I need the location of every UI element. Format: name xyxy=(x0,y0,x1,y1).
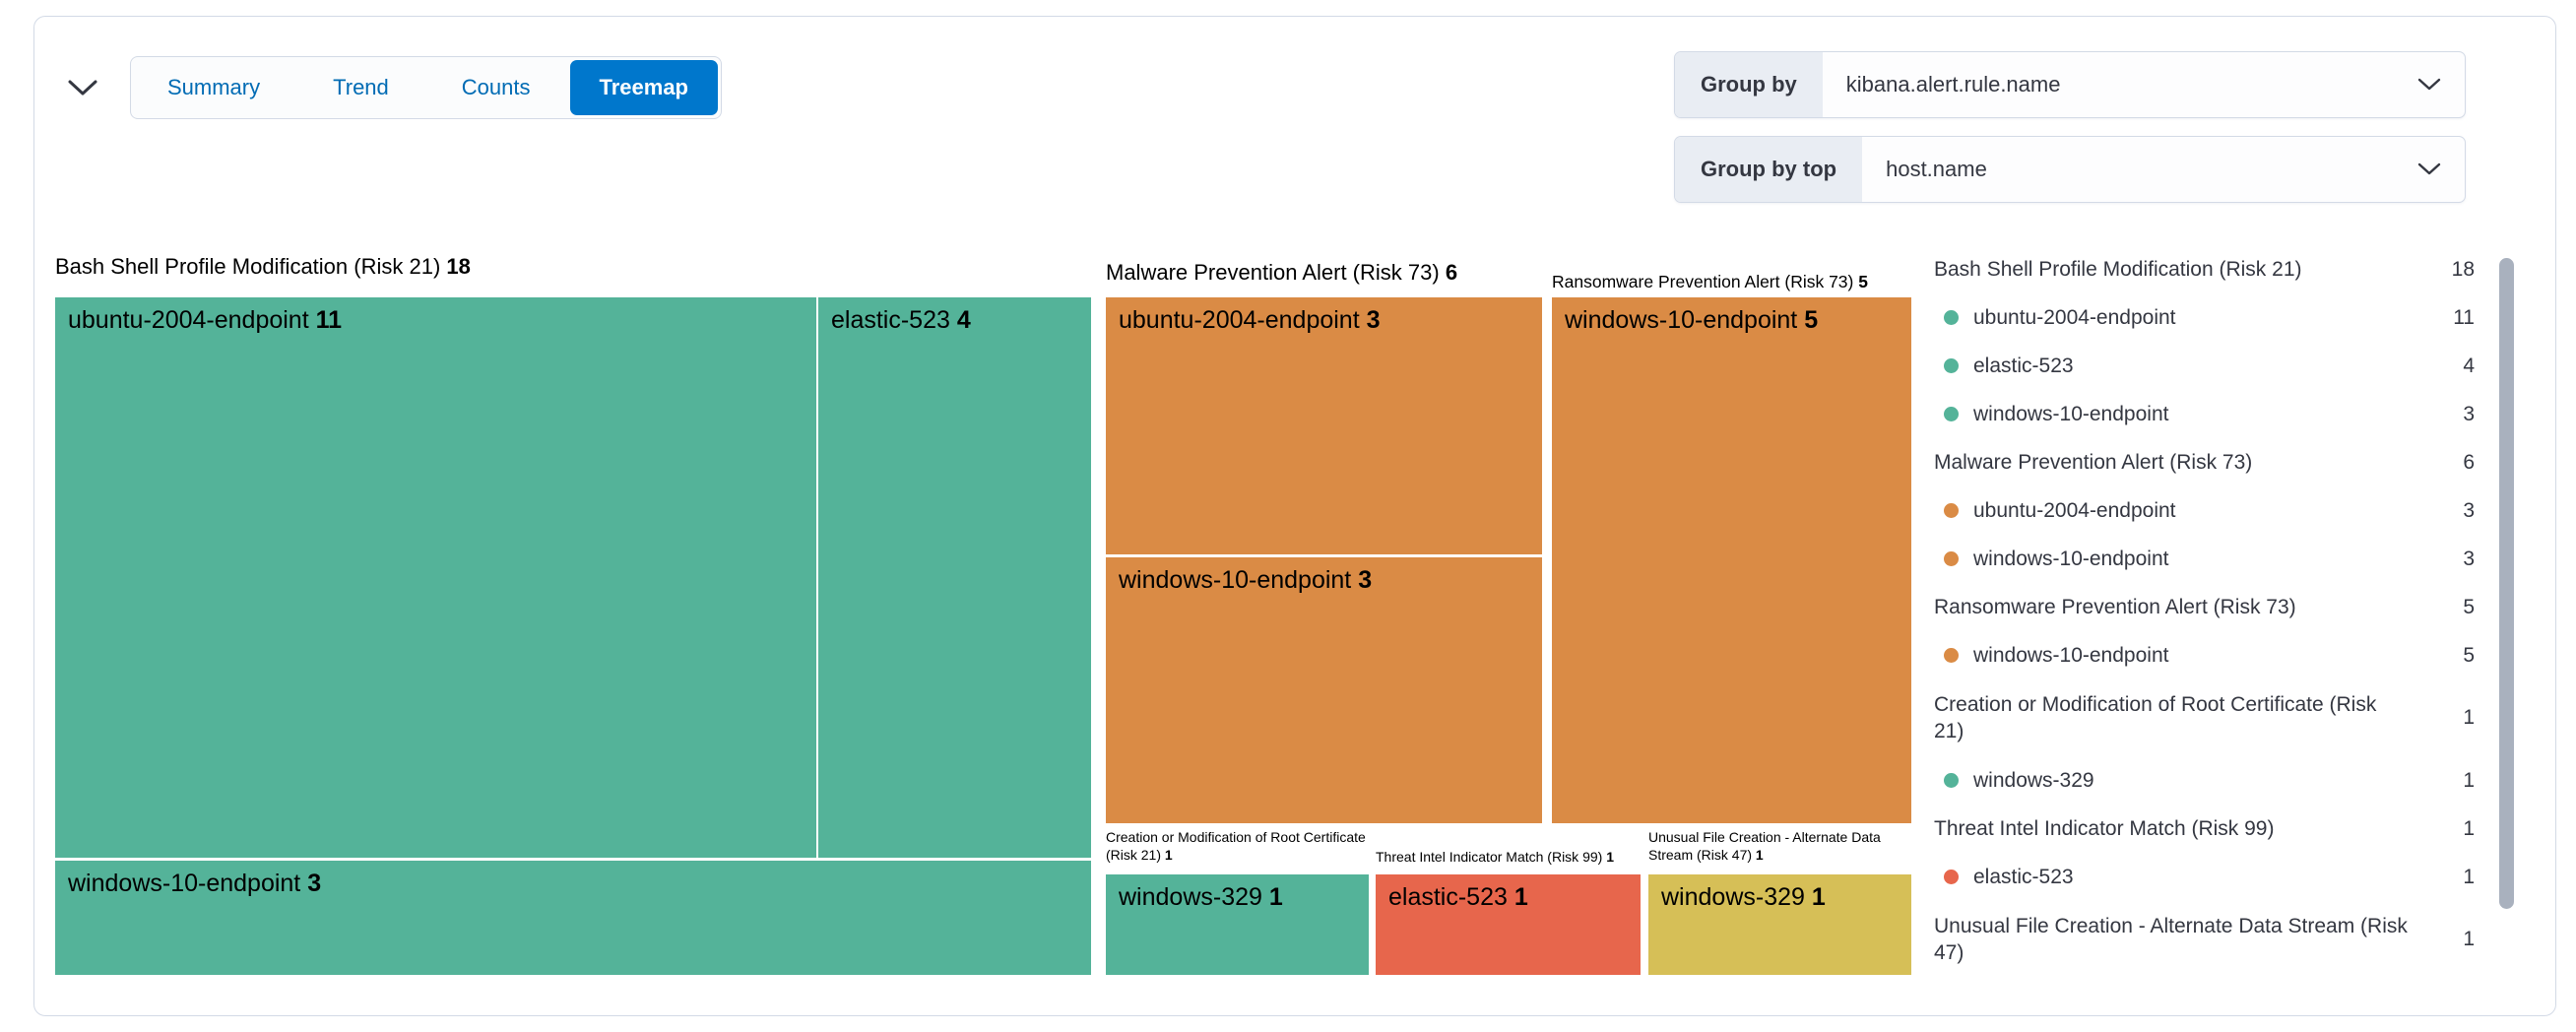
legend-dot-icon xyxy=(1944,407,1959,421)
legend-scrollbar-thumb[interactable] xyxy=(2499,258,2514,909)
collapse-panel-button[interactable] xyxy=(61,71,104,104)
legend-dot-icon xyxy=(1944,551,1959,566)
treemap-cell[interactable]: elastic-523 1 xyxy=(1376,874,1641,975)
legend-item[interactable]: windows-329 1 xyxy=(1934,756,2475,805)
legend-dot-icon xyxy=(1944,648,1959,663)
tab-treemap[interactable]: Treemap xyxy=(569,60,718,115)
group-by-label: Group by xyxy=(1675,52,1823,117)
treemap-cell[interactable]: windows-329 1 xyxy=(1648,874,1911,975)
legend-dot-icon xyxy=(1944,773,1959,788)
treemap-group-header: Unusual File Creation - Alternate Data S… xyxy=(1648,829,1881,863)
legend-group-item[interactable]: Unusual File Creation - Alternate Data S… xyxy=(1934,915,2475,964)
treemap-cell[interactable]: ubuntu-2004-endpoint 11 xyxy=(55,297,816,858)
legend-item[interactable]: windows-10-endpoint 3 xyxy=(1934,390,2475,438)
treemap-legend: Bash Shell Profile Modification (Risk 21… xyxy=(1934,245,2475,978)
treemap-cell[interactable]: windows-329 1 xyxy=(1106,874,1369,975)
view-selector-button-group: Summary Trend Counts Treemap xyxy=(130,56,722,119)
legend-group-item[interactable]: Bash Shell Profile Modification (Risk 21… xyxy=(1934,257,2475,282)
legend-item[interactable]: windows-10-endpoint 5 xyxy=(1934,631,2475,679)
treemap-cell[interactable]: windows-10-endpoint 3 xyxy=(1106,557,1542,823)
chevron-down-icon xyxy=(2417,52,2465,117)
tab-trend[interactable]: Trend xyxy=(333,75,389,99)
legend-item[interactable]: ubuntu-2004-endpoint 3 xyxy=(1934,486,2475,535)
treemap-cell[interactable]: ubuntu-2004-endpoint 3 xyxy=(1106,297,1542,554)
treemap-group-header: Threat Intel Indicator Match (Risk 99) 1 xyxy=(1376,849,1614,865)
legend-group-item[interactable]: Threat Intel Indicator Match (Risk 99) 1 xyxy=(1934,816,2475,841)
group-by-top-label: Group by top xyxy=(1675,137,1863,202)
group-by-top-value: host.name xyxy=(1886,157,1987,181)
legend-item[interactable]: ubuntu-2004-endpoint 11 xyxy=(1934,293,2475,342)
legend-dot-icon xyxy=(1944,870,1959,884)
treemap-group-header: Bash Shell Profile Modification (Risk 21… xyxy=(55,254,471,279)
legend-dot-icon xyxy=(1944,358,1959,373)
tab-summary[interactable]: Summary xyxy=(167,75,261,99)
tab-counts[interactable]: Counts xyxy=(461,75,531,99)
chevron-down-icon xyxy=(67,78,98,97)
group-by-select[interactable]: Group by kibana.alert.rule.name xyxy=(1674,51,2466,118)
legend-group-item[interactable]: Malware Prevention Alert (Risk 73) 6 xyxy=(1934,450,2475,475)
legend-item[interactable]: elastic-523 1 xyxy=(1934,853,2475,901)
legend-dot-icon xyxy=(1944,310,1959,325)
legend-item[interactable]: windows-10-endpoint 3 xyxy=(1934,535,2475,583)
chevron-down-icon xyxy=(2417,137,2465,202)
legend-item[interactable]: elastic-523 4 xyxy=(1934,342,2475,390)
treemap-group-header: Creation or Modification of Root Certifi… xyxy=(1106,829,1366,863)
legend-dot-icon xyxy=(1944,503,1959,518)
treemap-cell[interactable]: elastic-523 4 xyxy=(818,297,1091,858)
treemap-group-header: Malware Prevention Alert (Risk 73) 6 xyxy=(1106,260,1458,285)
treemap-cell[interactable]: windows-10-endpoint 5 xyxy=(1552,297,1911,823)
legend-group-item[interactable]: Creation or Modification of Root Certifi… xyxy=(1934,693,2475,742)
treemap-cell[interactable]: windows-10-endpoint 3 xyxy=(55,861,1091,975)
legend-group-item[interactable]: Ransomware Prevention Alert (Risk 73) 5 xyxy=(1934,595,2475,619)
group-by-top-select[interactable]: Group by top host.name xyxy=(1674,136,2466,203)
group-by-value: kibana.alert.rule.name xyxy=(1845,72,2061,97)
treemap-group-header: Ransomware Prevention Alert (Risk 73) 5 xyxy=(1552,272,1868,291)
